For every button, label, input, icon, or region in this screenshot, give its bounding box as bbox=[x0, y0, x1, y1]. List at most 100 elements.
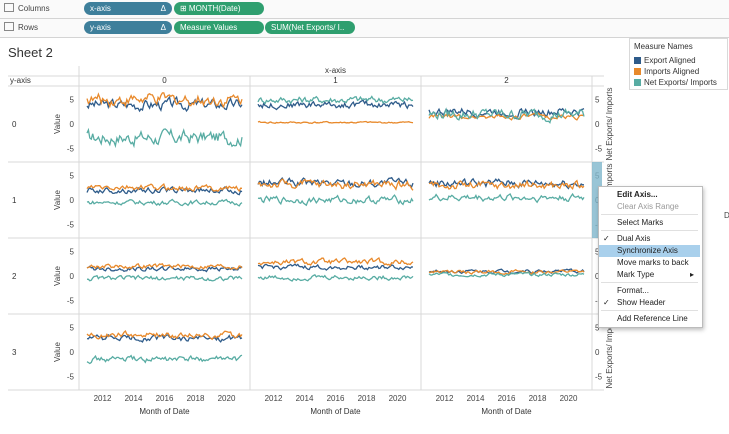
series-line-net bbox=[428, 107, 585, 124]
series-line-net bbox=[86, 198, 243, 207]
series-line-imports bbox=[86, 92, 243, 109]
columns-label: Columns bbox=[4, 3, 50, 13]
series-line-export bbox=[86, 334, 243, 343]
value-axis-label: Value bbox=[53, 342, 62, 362]
col-header: 1 bbox=[333, 76, 338, 85]
right-axis-label: Net Exports/ Imports bbox=[605, 88, 614, 161]
right-tick: 0 bbox=[595, 272, 600, 281]
menu-item-synchronize-axis[interactable]: Synchronize Axis bbox=[599, 245, 700, 257]
series-line-imports bbox=[257, 178, 414, 191]
right-tick: 5 bbox=[595, 324, 600, 333]
right-tick: 0 bbox=[595, 348, 600, 357]
x-tick: 2018 bbox=[529, 394, 547, 403]
menu-item-show-header[interactable]: Show Header ✓ bbox=[603, 298, 666, 307]
legend-item-export[interactable]: Export Aligned bbox=[634, 56, 696, 65]
value-tick: 5 bbox=[70, 96, 75, 105]
right-axis-label: Net Exports/ Imports bbox=[605, 316, 614, 389]
series-line-net bbox=[428, 271, 585, 278]
series-line-net bbox=[86, 354, 243, 365]
right-tick: -5 bbox=[595, 372, 603, 381]
x-tick: 2016 bbox=[327, 394, 345, 403]
rows-label: Rows bbox=[4, 22, 38, 32]
x-tick: 2012 bbox=[265, 394, 283, 403]
series-line-net bbox=[86, 274, 243, 282]
series-line-imports bbox=[428, 269, 585, 275]
row-header: 0 bbox=[12, 120, 17, 129]
col-header: 2 bbox=[504, 76, 509, 85]
value-axis-label: Value bbox=[53, 114, 62, 134]
value-tick: 5 bbox=[70, 324, 75, 333]
series-line-imports bbox=[86, 262, 243, 270]
x-axis-title: Month of Date bbox=[481, 407, 532, 416]
x-axis-pill[interactable]: x-axis Δ bbox=[84, 2, 172, 15]
value-tick: -5 bbox=[67, 220, 75, 229]
col-header: 0 bbox=[162, 76, 167, 85]
x-tick: 2012 bbox=[436, 394, 454, 403]
columns-icon bbox=[4, 3, 14, 12]
delta-icon: Δ bbox=[160, 23, 166, 32]
rows-shelf[interactable]: Rows y-axis Δ Measure Values SUM(Net Expo… bbox=[0, 19, 729, 38]
value-tick: 5 bbox=[70, 172, 75, 181]
value-tick: -5 bbox=[67, 144, 75, 153]
color-legend[interactable]: Measure Names Export Aligned Imports Ali… bbox=[629, 38, 728, 90]
menu-separator bbox=[601, 230, 698, 231]
row-header: 1 bbox=[12, 196, 17, 205]
menu-item-clear-axis-range: Clear Axis Range bbox=[617, 202, 679, 211]
x-tick: 2016 bbox=[498, 394, 516, 403]
x-tick: 2020 bbox=[560, 394, 578, 403]
clipped-header-letter: D bbox=[724, 211, 729, 220]
submenu-arrow-icon: ▸ bbox=[689, 270, 694, 279]
right-tick: 5 bbox=[595, 248, 600, 257]
legend-item-imports[interactable]: Imports Aligned bbox=[634, 67, 699, 76]
series-line-imports bbox=[86, 330, 243, 341]
menu-separator bbox=[601, 214, 698, 215]
selected-axis-highlight bbox=[592, 162, 602, 238]
series-line-export bbox=[257, 263, 414, 271]
menu-item-select-marks[interactable]: Select Marks bbox=[617, 218, 664, 227]
right-tick: 5 bbox=[595, 96, 600, 105]
series-line-net bbox=[257, 273, 414, 282]
legend-title: Measure Names bbox=[634, 42, 693, 51]
value-axis-label: Value bbox=[53, 190, 62, 210]
rows-icon bbox=[4, 22, 14, 31]
series-line-imports bbox=[257, 120, 414, 125]
legend-swatch bbox=[634, 57, 641, 64]
axis-context-menu[interactable]: Edit Axis... Clear Axis Range Select Marks… bbox=[598, 186, 703, 328]
delta-icon: Δ bbox=[160, 4, 166, 13]
series-line-net bbox=[428, 192, 585, 204]
series-line-imports bbox=[428, 179, 585, 191]
series-line-export bbox=[86, 95, 243, 113]
x-tick: 2014 bbox=[296, 394, 314, 403]
measure-values-pill[interactable]: Measure Values bbox=[174, 21, 264, 34]
value-tick: -5 bbox=[67, 372, 75, 381]
col-axis-title: x-axis bbox=[325, 66, 346, 75]
series-line-net bbox=[257, 95, 414, 105]
x-tick: 2020 bbox=[389, 394, 407, 403]
series-line-export bbox=[257, 99, 414, 111]
x-tick: 2018 bbox=[358, 394, 376, 403]
menu-item-dual-axis[interactable]: Dual Axis ✓ bbox=[603, 234, 651, 243]
columns-shelf[interactable]: Columns x-axis Δ ⊞ MONTH(Date) bbox=[0, 0, 729, 19]
legend-item-net[interactable]: Net Exports/ Imports bbox=[634, 78, 717, 87]
menu-item-move-marks-to-back[interactable]: Move marks to back bbox=[617, 258, 689, 267]
menu-separator bbox=[601, 310, 698, 311]
series-line-export bbox=[86, 265, 243, 273]
menu-item-mark-type[interactable]: Mark Type ▸ bbox=[617, 270, 694, 279]
y-axis-pill[interactable]: y-axis Δ bbox=[84, 21, 172, 34]
right-tick: -5 bbox=[595, 144, 603, 153]
menu-item-edit-axis[interactable]: Edit Axis... bbox=[617, 190, 658, 199]
x-tick: 2014 bbox=[125, 394, 143, 403]
value-tick: 0 bbox=[70, 120, 75, 129]
x-tick: 2020 bbox=[218, 394, 236, 403]
menu-item-format[interactable]: Format... bbox=[617, 286, 650, 295]
row-header: 2 bbox=[12, 272, 17, 281]
series-line-net bbox=[86, 127, 243, 149]
menu-separator bbox=[601, 282, 698, 283]
month-date-pill[interactable]: ⊞ MONTH(Date) bbox=[174, 2, 264, 15]
series-line-imports bbox=[86, 183, 243, 193]
net-exports-pill[interactable]: SUM(Net Exports/ I.. bbox=[265, 21, 355, 34]
check-icon: ✓ bbox=[603, 298, 610, 307]
x-tick: 2012 bbox=[94, 394, 112, 403]
menu-item-add-reference-line[interactable]: Add Reference Line bbox=[617, 314, 688, 323]
right-tick: 0 bbox=[595, 120, 600, 129]
